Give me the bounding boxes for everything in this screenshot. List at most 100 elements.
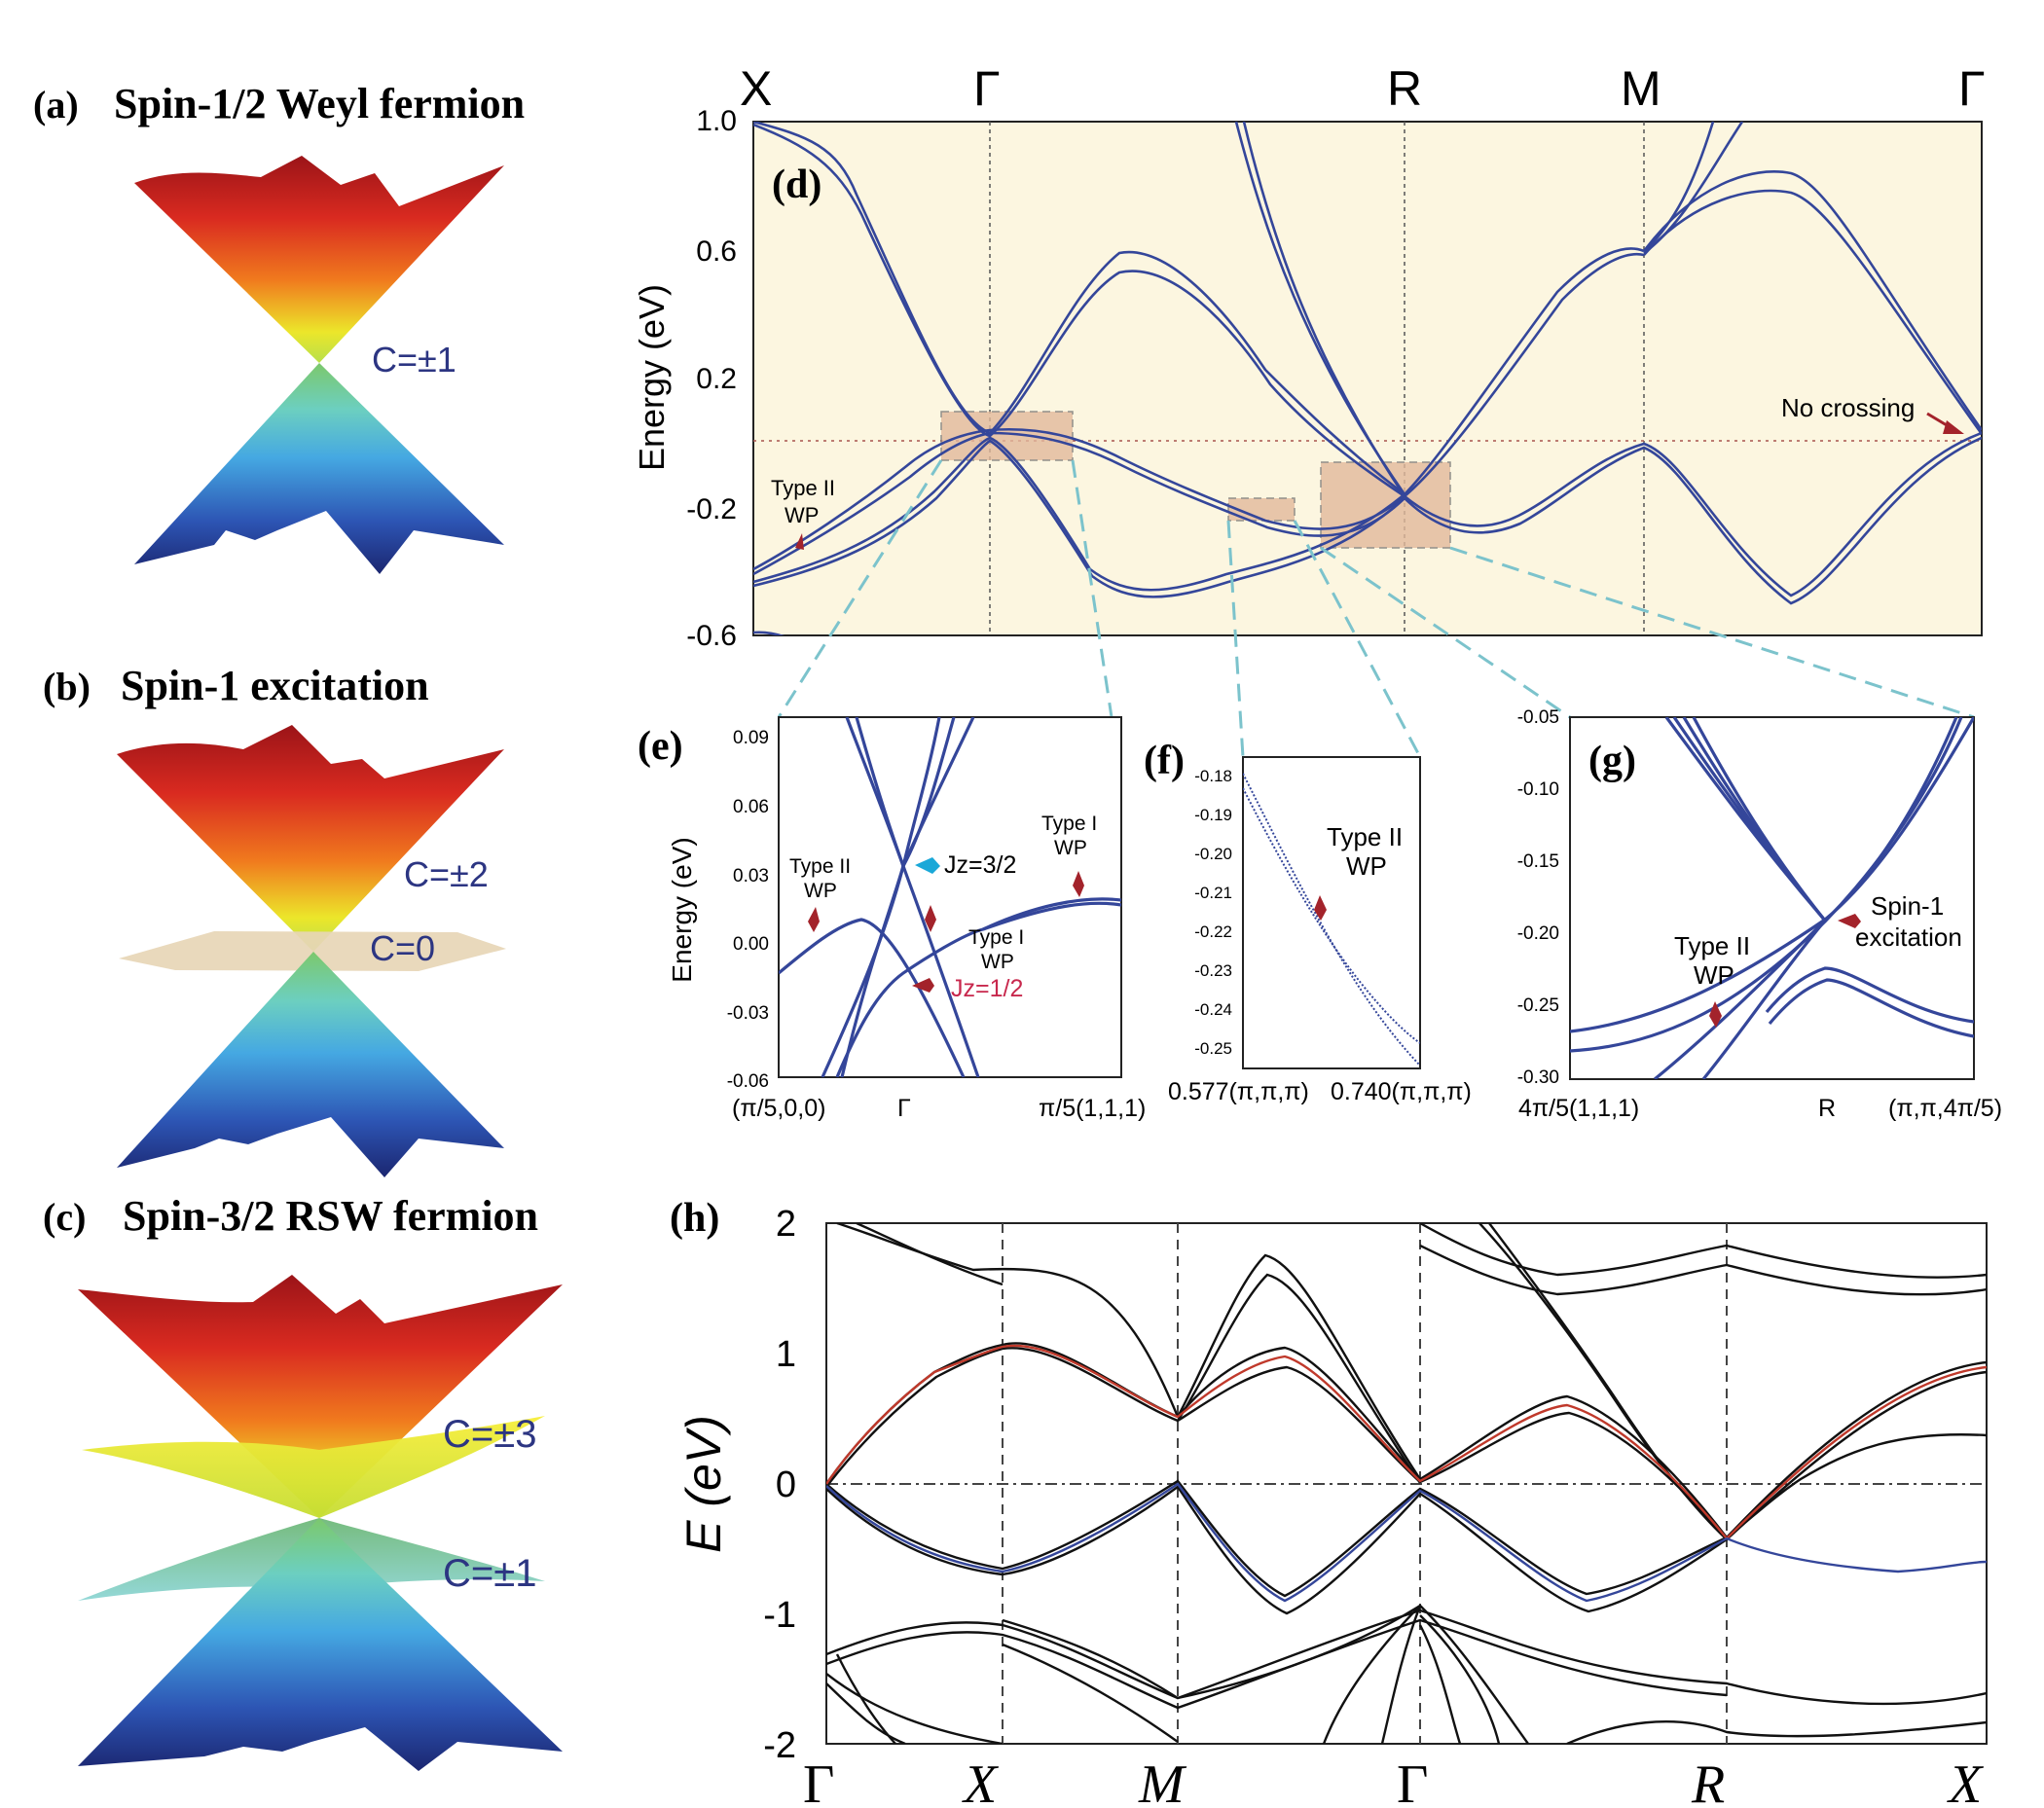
panel-g-spin1-line2: excitation: [1855, 922, 1962, 952]
rsw-lower-cone: [78, 1518, 563, 1771]
kpoint-h-3: Γ: [1397, 1754, 1428, 1808]
xtick-f-1: 0.740(π,π,π): [1331, 1078, 1472, 1105]
panel-a-tag: (a): [33, 83, 79, 127]
panel-d-bands: [753, 122, 1982, 635]
ytick-g-3: -0.20: [1517, 923, 1559, 944]
panel-c-tag: (c): [43, 1195, 86, 1239]
ytick-e-0: 0.09: [733, 728, 769, 748]
kpoint-d-0: X: [740, 61, 772, 116]
panel-e-type1b-line2: WP: [981, 951, 1014, 973]
ytick-g-1: -0.10: [1517, 779, 1559, 800]
kpoint-h-1: X: [962, 1754, 1000, 1808]
panel-g-tag: (g): [1588, 739, 1636, 783]
panel-h-yticks: 2 1 0 -1 -2: [763, 1204, 796, 1766]
panel-g: -0.05 -0.10 -0.15 -0.20 -0.25 -0.30 4π/5…: [1517, 707, 2002, 1122]
panel-d-type2-arrow: [795, 533, 804, 550]
panel-h-kpoint-lines: [1002, 1223, 1728, 1744]
ytick-h-1: 1: [776, 1334, 796, 1375]
zoom-connectors: [777, 459, 1975, 758]
spin1-upper-cone: [117, 725, 504, 952]
xtick-e-1: Γ: [897, 1095, 911, 1122]
ytick-f-3: -0.21: [1194, 884, 1232, 902]
chern-c-1: C=±1: [443, 1552, 536, 1595]
chern-b-2: C=±2: [404, 854, 489, 894]
ytick-d-1: 0.6: [696, 235, 737, 268]
rsw-upper-cone: [78, 1275, 563, 1518]
kpoint-d-2: R: [1387, 61, 1422, 116]
panel-e-yticks: 0.09 0.06 0.03 0.00 -0.03 -0.06: [727, 728, 769, 1092]
panel-e: 0.09 0.06 0.03 0.00 -0.03 -0.06 (π/5,0,0…: [638, 716, 1146, 1122]
panel-d-nocross-label: No crossing: [1781, 393, 1915, 422]
kpoint-h-4: R: [1691, 1754, 1725, 1808]
panel-f-bands: [1243, 773, 1420, 1067]
panel-d-kpoints: X Γ R M Γ: [740, 61, 1986, 116]
panel-d-frame: [752, 121, 1983, 636]
panel-b: (b) Spin-1 excitation C=±2 C=0: [43, 662, 506, 1177]
panel-g-type2-arrow: [1709, 1001, 1722, 1028]
panel-e-ylabel: Energy (eV): [667, 837, 697, 982]
ytick-d-0: 1.0: [696, 105, 737, 137]
panel-e-type1a-arrow: [1073, 871, 1084, 897]
ytick-f-2: -0.20: [1194, 845, 1232, 863]
ytick-h-4: -2: [763, 1725, 796, 1766]
ytick-e-4: -0.03: [727, 1003, 769, 1024]
ytick-e-1: 0.06: [733, 797, 769, 817]
panel-e-type1a-line2: WP: [1054, 837, 1087, 859]
panel-g-yticks: -0.05 -0.10 -0.15 -0.20 -0.25 -0.30: [1517, 707, 1559, 1088]
ytick-d-3: -0.2: [686, 493, 737, 525]
rsw-upper-mid-band: [82, 1416, 545, 1518]
ytick-h-0: 2: [776, 1204, 796, 1245]
panel-f-yticks: -0.18 -0.19 -0.20 -0.21 -0.22 -0.23 -0.2…: [1194, 767, 1232, 1058]
panel-f-type2-line2: WP: [1346, 851, 1387, 881]
ytick-d-4: -0.6: [686, 620, 737, 652]
xtick-g-1: R: [1818, 1095, 1836, 1122]
panel-h-kpoints: Γ X M Γ R X: [803, 1754, 1985, 1808]
panel-e-type1b-arrow: [925, 905, 936, 932]
ytick-g-4: -0.25: [1517, 995, 1559, 1016]
panel-e-jz32-arrow: [915, 857, 940, 874]
panel-e-frame: [778, 716, 1122, 1078]
spin1-flat-band: [119, 931, 506, 971]
panel-c-title: Spin-3/2 RSW fermion: [123, 1192, 538, 1240]
kpoint-h-2: M: [1138, 1754, 1187, 1808]
panel-e-jz32: Jz=3/2: [944, 851, 1016, 879]
panel-g-type2-line2: WP: [1694, 960, 1734, 990]
panel-h-tag: (h): [670, 1196, 719, 1241]
ytick-g-0: -0.05: [1517, 707, 1559, 728]
ytick-f-5: -0.23: [1194, 961, 1232, 980]
panel-e-type2-arrow: [808, 907, 820, 932]
kpoint-d-3: M: [1621, 61, 1661, 116]
weyl-upper-cone: [134, 156, 504, 363]
chern-a: C=±1: [372, 340, 456, 380]
ytick-f-7: -0.25: [1194, 1039, 1232, 1058]
panel-f-tag: (f): [1144, 739, 1185, 783]
panel-f-type2-arrow: [1314, 895, 1327, 921]
panel-b-tag: (b): [43, 665, 91, 708]
panel-g-type2-line1: Type II: [1674, 931, 1750, 960]
xtick-g-2: (π,π,4π/5): [1888, 1095, 2002, 1122]
xtick-f-0: 0.577(π,π,π): [1168, 1078, 1309, 1105]
ytick-h-3: -1: [763, 1595, 796, 1636]
panel-d-type2-line1: Type II: [771, 476, 835, 500]
panel-h-highlight-bands: [826, 1344, 1987, 1603]
panel-f-type2-line1: Type II: [1327, 822, 1403, 851]
panel-g-bands: [1570, 717, 1974, 1079]
panel-d-yticks: 1.0 0.6 0.2 -0.2 -0.6: [686, 105, 737, 652]
panel-b-title: Spin-1 excitation: [121, 662, 429, 709]
panel-f: -0.18 -0.19 -0.20 -0.21 -0.22 -0.23 -0.2…: [1144, 739, 1472, 1105]
kpoint-h-0: Γ: [803, 1754, 834, 1808]
panel-e-type1a-line1: Type I: [1041, 813, 1097, 835]
panel-e-xticks: (π/5,0,0) Γ π/5(1,1,1): [732, 1095, 1146, 1122]
kpoint-h-5: X: [1947, 1754, 1985, 1808]
zoom-box-f: [1227, 497, 1296, 522]
panel-e-jz12: Jz=1/2: [951, 975, 1023, 1002]
panel-d-nocross-arrow-head: [1943, 420, 1964, 434]
xtick-g-0: 4π/5(1,1,1): [1518, 1095, 1639, 1122]
xtick-e-0: (π/5,0,0): [732, 1095, 825, 1122]
panel-g-spin1-line1: Spin-1: [1871, 891, 1944, 921]
ytick-f-0: -0.18: [1194, 767, 1232, 785]
spin1-lower-cone: [117, 952, 504, 1177]
ytick-f-6: -0.24: [1194, 1000, 1232, 1019]
panel-d-ylabel: Energy (eV): [632, 284, 672, 471]
panel-e-type2-line1: Type II: [789, 855, 851, 878]
